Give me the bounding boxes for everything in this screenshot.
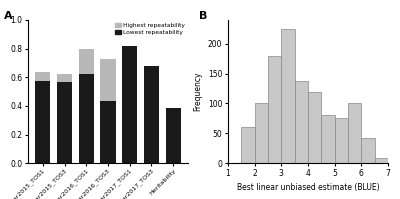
Bar (255, 103, 268, 163)
Bar (100, 101, 116, 163)
Legend: Highest repeatability, Lowest repeatability: Highest repeatability, Lowest repeatabil… (115, 23, 185, 35)
Bar (361, 138, 375, 163)
Bar (122, 46, 137, 163)
Bar (79, 49, 94, 74)
Bar (281, 29, 295, 163)
Bar (321, 115, 335, 163)
Bar (100, 59, 116, 101)
Y-axis label: Frequency: Frequency (193, 72, 202, 111)
Bar (79, 74, 94, 163)
Bar (57, 74, 72, 82)
Bar (35, 81, 50, 163)
Bar (35, 72, 50, 81)
Text: A: A (4, 11, 13, 21)
Bar (144, 66, 159, 163)
Bar (268, 56, 281, 163)
Bar (375, 158, 388, 163)
Bar (335, 118, 348, 163)
Bar (348, 103, 361, 163)
Bar (295, 81, 308, 163)
Bar (57, 82, 72, 163)
Bar (241, 127, 255, 163)
Bar (308, 92, 321, 163)
Text: B: B (199, 11, 208, 21)
Bar (166, 108, 181, 163)
X-axis label: Best linear unbiased estimate (BLUE): Best linear unbiased estimate (BLUE) (237, 183, 379, 192)
